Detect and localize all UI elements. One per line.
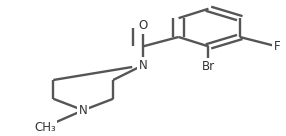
Text: O: O	[138, 19, 148, 32]
Text: F: F	[273, 40, 280, 53]
Text: CH₃: CH₃	[34, 120, 56, 134]
Text: N: N	[139, 59, 147, 72]
Text: Br: Br	[202, 60, 215, 73]
Text: N: N	[79, 104, 88, 117]
